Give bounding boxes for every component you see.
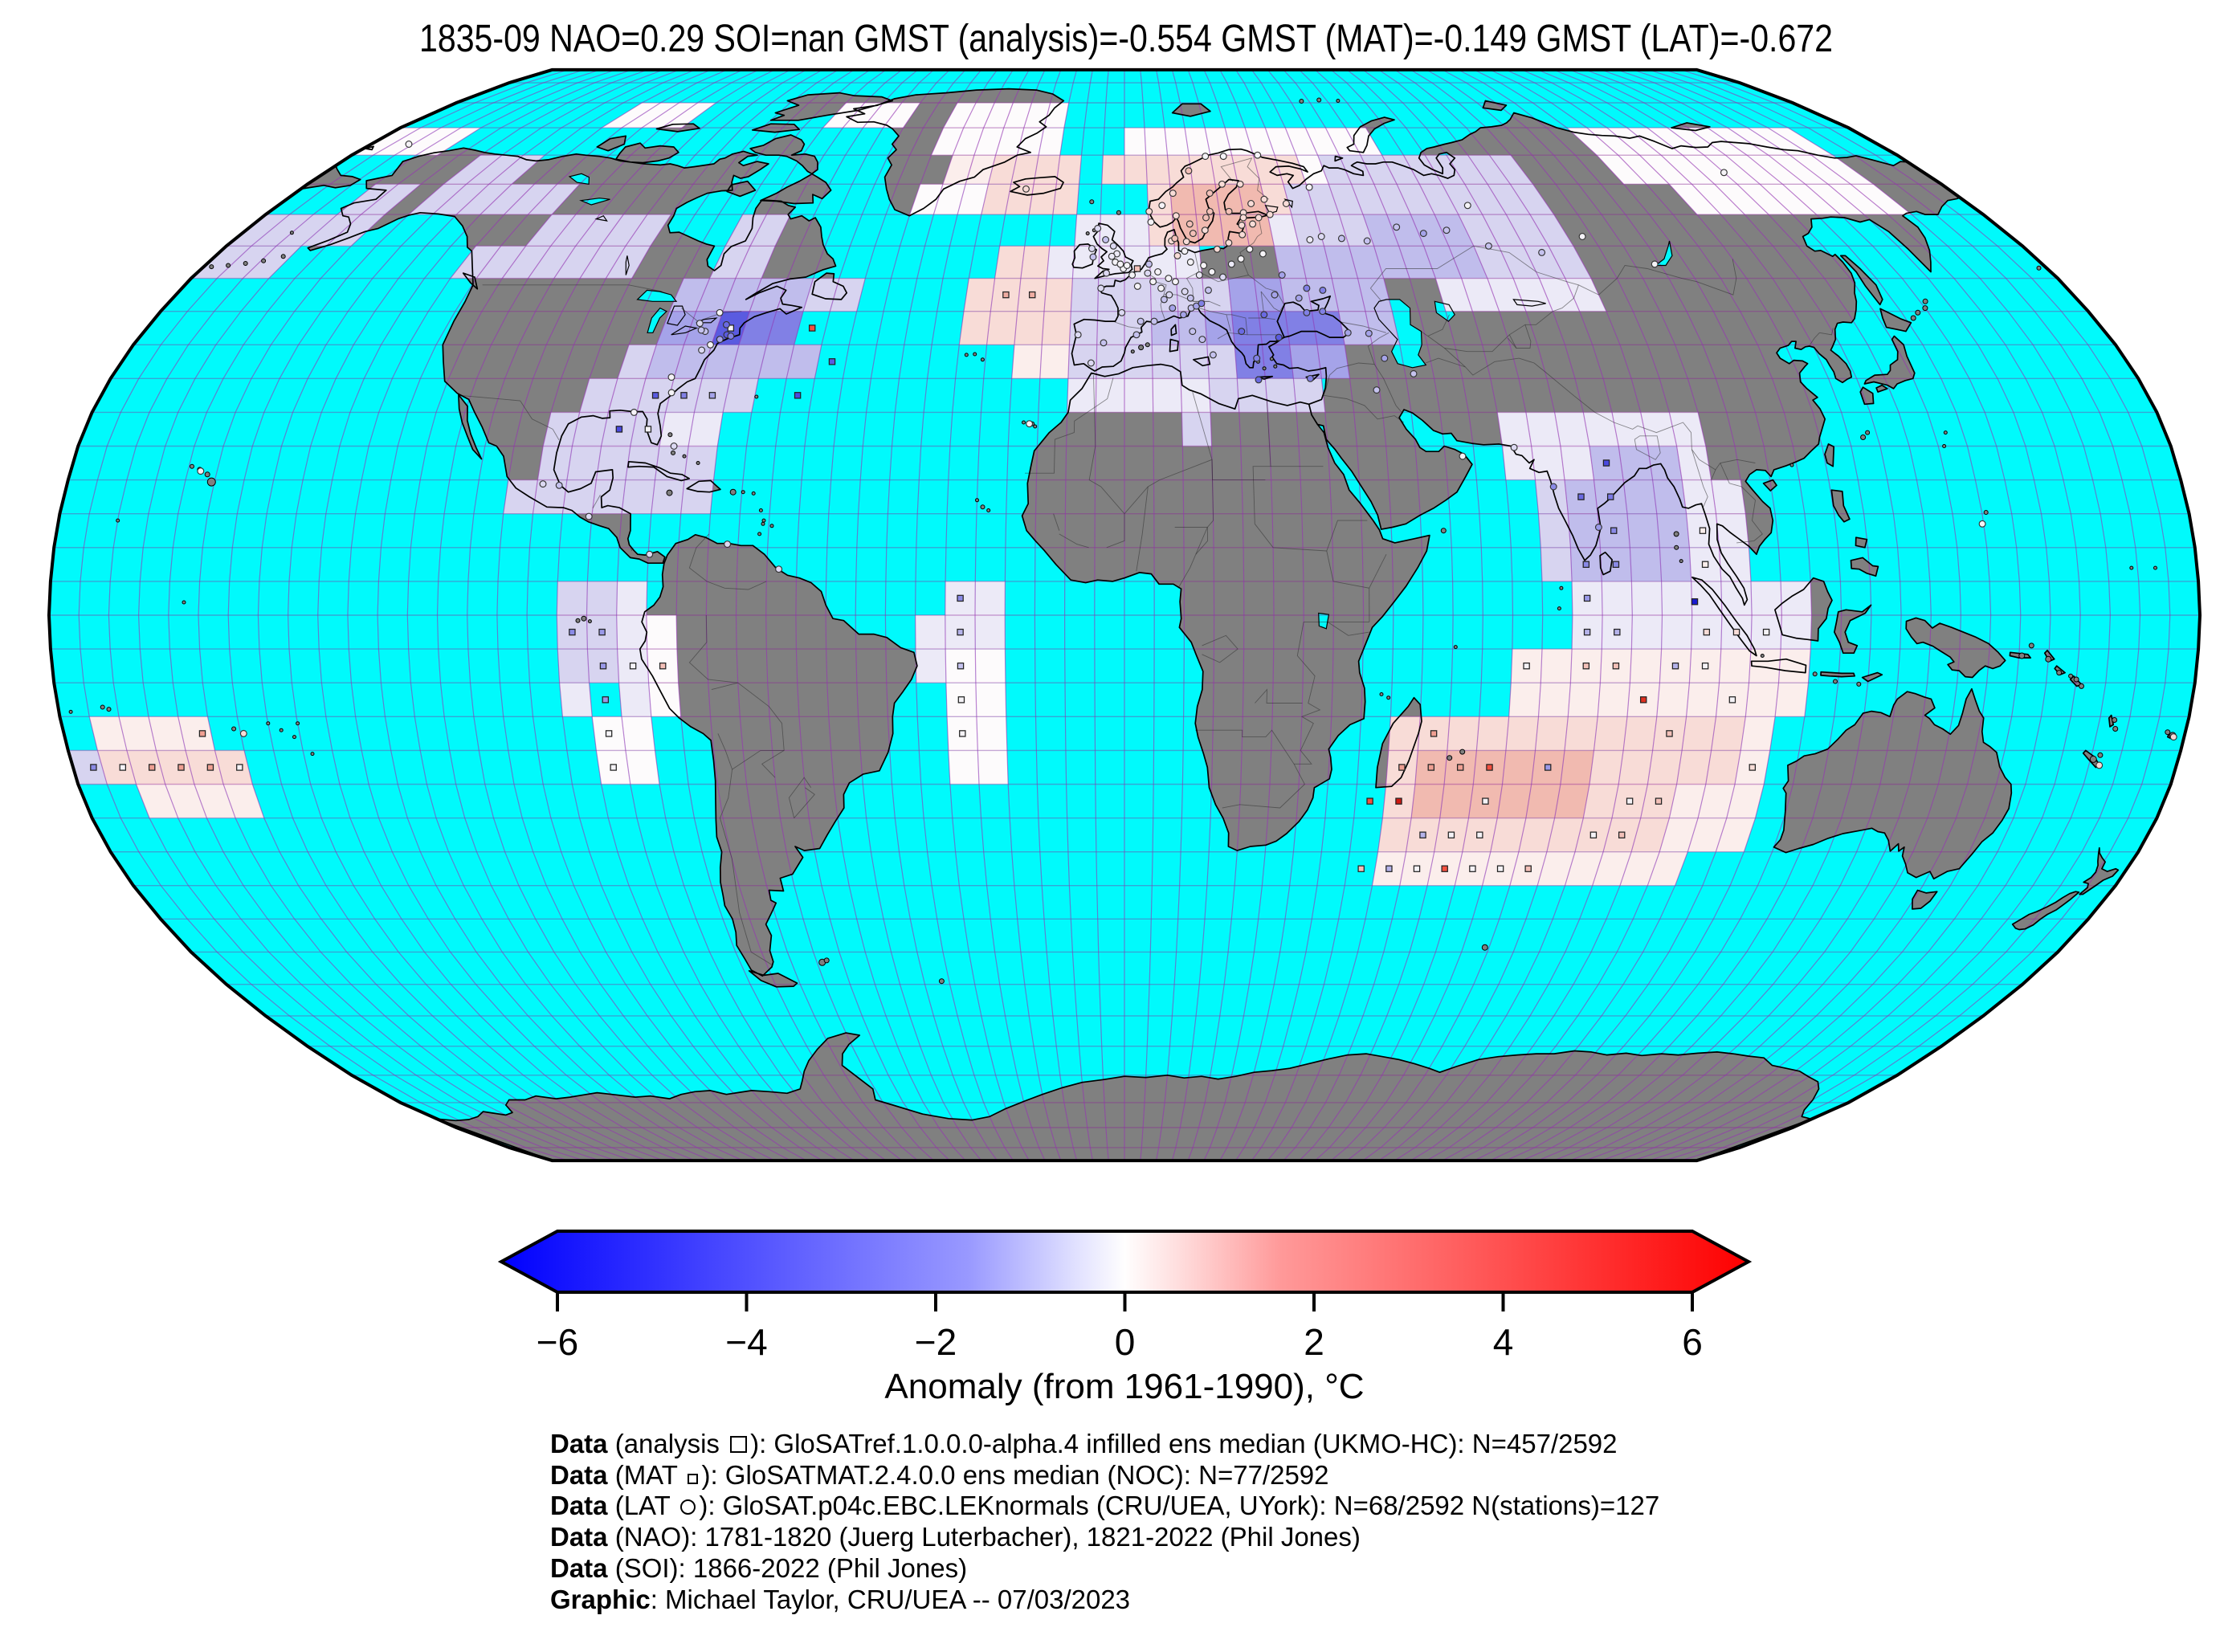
svg-text:6: 6 [1682,1321,1703,1363]
svg-text:1835-09 NAO=0.29 SOI=nan GMST: 1835-09 NAO=0.29 SOI=nan GMST (analysis)… [419,18,1833,60]
svg-text:0: 0 [1115,1321,1136,1363]
svg-text:Anomaly (from 1961-1990), °C: Anomaly (from 1961-1990), °C [884,1367,1364,1406]
svg-text:−4: −4 [725,1321,767,1363]
svg-text:2: 2 [1304,1321,1324,1363]
svg-text:−6: −6 [537,1321,578,1363]
svg-text:4: 4 [1493,1321,1514,1363]
svg-text:−2: −2 [915,1321,957,1363]
